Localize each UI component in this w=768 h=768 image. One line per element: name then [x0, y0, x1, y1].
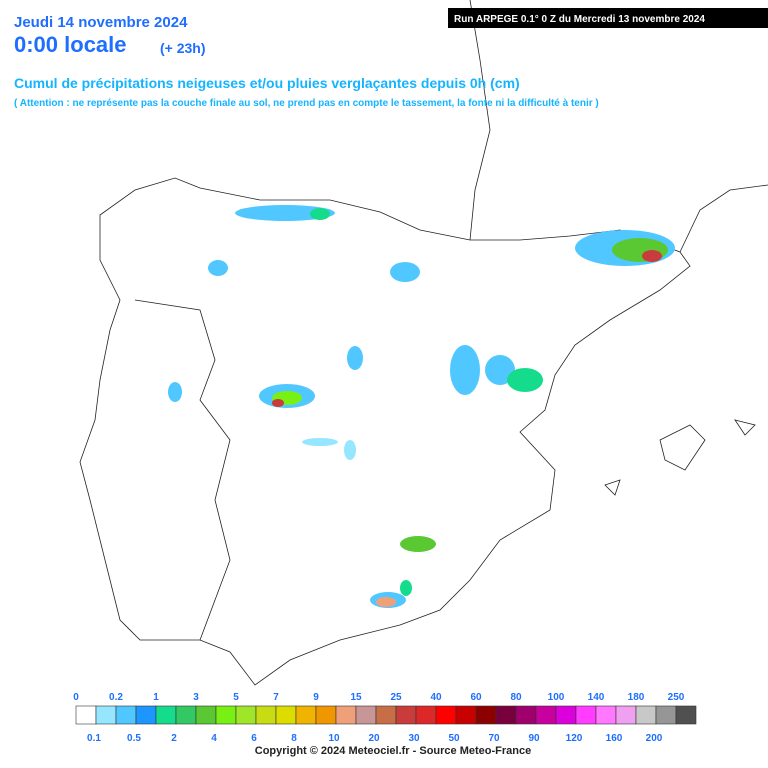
legend-swatch — [375, 705, 397, 725]
legend-label: 160 — [606, 733, 623, 744]
legend-swatch — [155, 705, 177, 725]
legend-swatch — [455, 705, 477, 725]
legend-swatch — [575, 705, 597, 725]
legend-swatch — [655, 705, 677, 725]
legend-label: 120 — [566, 733, 583, 744]
run-box — [448, 8, 768, 28]
legend-swatch — [555, 705, 577, 725]
legend-label: 80 — [510, 692, 522, 703]
legend-label: 180 — [628, 692, 645, 703]
legend-swatch — [595, 705, 617, 725]
legend-label: 100 — [548, 692, 565, 703]
legend-label: 4 — [211, 733, 217, 744]
legend-label: 1 — [153, 692, 159, 703]
border — [134, 299, 231, 641]
legend-label: 70 — [488, 733, 500, 744]
legend-label: 15 — [350, 692, 362, 703]
legend-swatch — [395, 705, 417, 725]
legend-label: 10 — [328, 733, 340, 744]
legend-label: 140 — [588, 692, 605, 703]
legend-label: 0.2 — [109, 692, 123, 703]
color-legend: 0 0.2 1 3 5 7 9 15 25 40 60 80 100 140 180 250 0.1 0.5 2 4 6… — [73, 692, 697, 744]
legend-swatch — [75, 705, 97, 725]
legend-label: 200 — [646, 733, 663, 744]
legend-label: 90 — [528, 733, 540, 744]
legend-swatch — [195, 705, 217, 725]
legend-label: 50 — [448, 733, 460, 744]
legend-swatch — [475, 705, 497, 725]
legend-swatch — [515, 705, 537, 725]
legend-label: 30 — [408, 733, 420, 744]
legend-swatch — [415, 705, 437, 725]
legend-swatch — [255, 705, 277, 725]
legend-swatch — [115, 705, 137, 725]
coastlines — [79, 0, 768, 686]
legend-swatch — [355, 705, 377, 725]
legend-swatch — [675, 705, 697, 725]
map-title: Cumul de précipitations neigeuses et/ou … — [14, 75, 520, 91]
legend-swatch — [175, 705, 197, 725]
legend-swatch — [215, 705, 237, 725]
legend-label: 60 — [470, 692, 482, 703]
legend-swatch — [295, 705, 317, 725]
legend-label: 20 — [368, 733, 380, 744]
legend-label: 7 — [273, 692, 279, 703]
run-info: Run ARPEGE 0.1° 0 Z du Mercredi 13 novem… — [454, 14, 705, 25]
time: 0:00 locale — [14, 32, 127, 57]
legend-label: 25 — [390, 692, 402, 703]
copyright: Copyright © 2024 Meteociel.fr - Source M… — [255, 745, 531, 757]
legend-label: 2 — [171, 733, 177, 744]
legend-label: 6 — [251, 733, 257, 744]
date: Jeudi 14 novembre 2024 — [14, 14, 188, 31]
legend-label: 9 — [313, 692, 319, 703]
legend-label: 0.1 — [87, 733, 101, 744]
warning: ( Attention : ne représente pas la couch… — [14, 98, 599, 109]
legend-swatch — [535, 705, 557, 725]
legend-swatch — [235, 705, 257, 725]
legend-swatch — [635, 705, 657, 725]
legend-label: 0 — [73, 692, 79, 703]
legend-swatch — [495, 705, 517, 725]
legend-swatch — [95, 705, 117, 725]
precipitation-areas — [168, 205, 675, 608]
legend-label: 8 — [291, 733, 297, 744]
legend-label: 40 — [430, 692, 442, 703]
legend-swatch — [135, 705, 157, 725]
legend-label: 250 — [668, 692, 685, 703]
legend-swatch — [315, 705, 337, 725]
lead-time: (+ 23h) — [160, 40, 206, 56]
legend-swatch — [615, 705, 637, 725]
legend-swatch — [435, 705, 457, 725]
legend-label: 3 — [193, 692, 199, 703]
legend-swatch — [335, 705, 357, 725]
legend-label: 5 — [233, 692, 239, 703]
legend-swatch — [275, 705, 297, 725]
legend-label: 0.5 — [127, 733, 141, 744]
